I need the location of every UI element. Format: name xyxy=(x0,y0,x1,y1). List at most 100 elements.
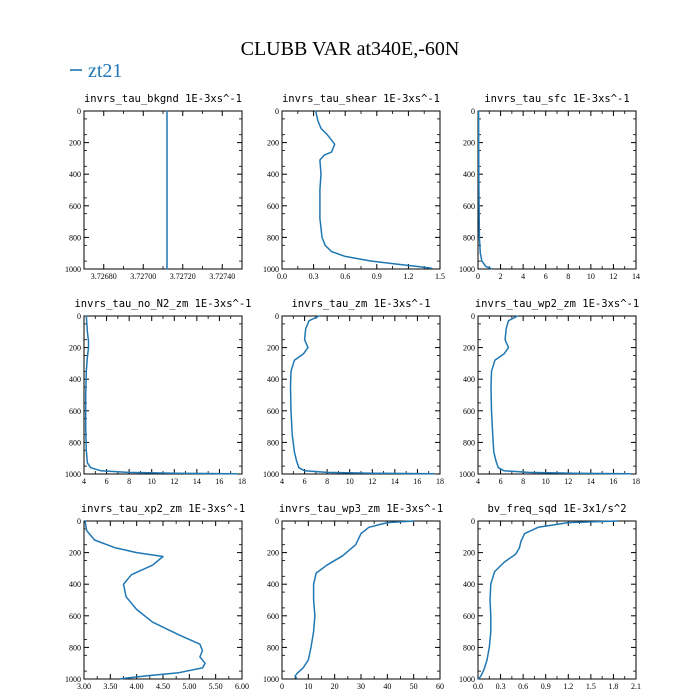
x-tick-label: 8 xyxy=(127,477,131,486)
y-tick-label: 400 xyxy=(463,375,475,384)
x-tick-label: 14 xyxy=(632,272,640,281)
x-tick-label: 14 xyxy=(391,477,399,486)
x-tick-label: 18 xyxy=(632,477,640,486)
x-tick-label: 4 xyxy=(476,477,480,486)
y-tick-label: 200 xyxy=(463,344,475,353)
y-tick-label: 1000 xyxy=(65,265,81,274)
y-tick-label: 0 xyxy=(77,312,81,321)
panel-title: invrs_tau_no_N2_zm 1E-3xs^-1 xyxy=(74,298,251,310)
series-line xyxy=(477,110,493,270)
x-tick-label: 16 xyxy=(215,477,223,486)
y-tick-label: 400 xyxy=(267,375,279,384)
x-tick-label: 1.5 xyxy=(586,682,596,691)
chart-panel: invrs_tau_shear 1E-3xs^-10 200 400 600 800 10… xyxy=(263,93,445,281)
x-tick-label: 0.0 xyxy=(473,682,483,691)
y-tick-label: 200 xyxy=(463,549,475,558)
panel-frame xyxy=(281,520,441,680)
x-tick-label: 60 xyxy=(436,682,444,691)
y-tick-label: 1000 xyxy=(65,470,81,479)
y-tick-label: 0 xyxy=(77,517,81,526)
panel-frame xyxy=(477,520,637,680)
y-tick-label: 600 xyxy=(463,407,475,416)
y-tick-label: 600 xyxy=(463,612,475,621)
series-line xyxy=(490,315,632,475)
x-tick-label: 4.50 xyxy=(156,682,170,691)
x-tick-label: 3.72720 xyxy=(170,272,196,281)
x-tick-label: 20 xyxy=(331,682,339,691)
x-tick-label: 3.72700 xyxy=(130,272,156,281)
chart-panel: invrs_tau_bkgnd 1E-3xs^-10 200 400 600 800 10… xyxy=(65,93,243,281)
y-tick-label: 600 xyxy=(463,202,475,211)
x-tick-label: 2.1 xyxy=(631,682,641,691)
panel-grid: invrs_tau_bkgnd 1E-3xs^-1020040060080010… xyxy=(65,93,641,691)
x-tick-label: 8 xyxy=(566,272,570,281)
x-tick-label: 14 xyxy=(587,477,595,486)
x-tick-label: 18 xyxy=(436,477,444,486)
y-tick-label: 0 xyxy=(471,107,475,116)
y-tick-label: 1000 xyxy=(263,675,279,684)
y-tick-label: 400 xyxy=(69,375,81,384)
x-tick-label: 0.6 xyxy=(340,272,350,281)
y-tick-label: 200 xyxy=(69,344,81,353)
x-tick-label: 6.00 xyxy=(235,682,249,691)
x-tick-label: 2 xyxy=(499,272,503,281)
chart-panel: invrs_tau_xp2_zm 1E-3xs^-10 200 400 600 800 1… xyxy=(65,503,249,691)
legend: zt21 xyxy=(70,60,122,82)
x-tick-label: 8 xyxy=(521,477,525,486)
x-tick-label: 6 xyxy=(105,477,109,486)
x-tick-label: 10 xyxy=(587,272,595,281)
x-tick-label: 6 xyxy=(499,477,503,486)
x-tick-label: 10 xyxy=(148,477,156,486)
y-tick-label: 200 xyxy=(463,139,475,148)
panel-title: invrs_tau_shear 1E-3xs^-1 xyxy=(282,93,440,105)
x-tick-label: 1.5 xyxy=(435,272,445,281)
x-tick-label: 1.2 xyxy=(563,682,573,691)
chart-panel: invrs_tau_wp3_zm 1E-3xs^-102004006008001… xyxy=(263,503,444,691)
x-tick-label: 3.00 xyxy=(77,682,91,691)
chart-panel: bv_freq_sqd 1E-3x1/s^2020040060080010000… xyxy=(459,503,641,691)
y-tick-label: 600 xyxy=(267,202,279,211)
x-tick-label: 40 xyxy=(383,682,391,691)
x-tick-label: 12 xyxy=(609,272,617,281)
y-tick-label: 200 xyxy=(69,139,81,148)
x-tick-label: 4 xyxy=(82,477,86,486)
y-tick-label: 400 xyxy=(463,580,475,589)
x-tick-label: 4 xyxy=(280,477,284,486)
x-tick-label: 3.72740 xyxy=(209,272,235,281)
x-tick-label: 4.00 xyxy=(130,682,144,691)
panel-title: invrs_tau_bkgnd 1E-3xs^-1 xyxy=(84,93,242,105)
x-tick-label: 10 xyxy=(346,477,354,486)
y-tick-label: 1000 xyxy=(263,265,279,274)
y-tick-label: 1000 xyxy=(459,265,475,274)
x-tick-label: 10 xyxy=(542,477,550,486)
y-tick-label: 1000 xyxy=(263,470,279,479)
y-tick-label: 200 xyxy=(267,139,279,148)
chart-panel: invrs_tau_no_N2_zm 1E-3xs^-1 0 200 400 600 80… xyxy=(65,298,252,486)
y-tick-label: 800 xyxy=(463,438,475,447)
x-tick-label: 6 xyxy=(544,272,548,281)
x-tick-label: 0 xyxy=(280,682,284,691)
panel-title: invrs_tau_wp3_zm 1E-3xs^-1 xyxy=(279,503,443,515)
x-tick-label: 0.0 xyxy=(277,272,287,281)
y-tick-label: 0 xyxy=(275,517,279,526)
series-line xyxy=(294,520,415,679)
series-line xyxy=(84,520,206,680)
y-tick-label: 0 xyxy=(275,312,279,321)
x-tick-label: 5.50 xyxy=(209,682,223,691)
page-title: CLUBB VAR at340E,-60N xyxy=(241,38,460,60)
x-tick-label: 18 xyxy=(238,477,246,486)
y-tick-label: 0 xyxy=(471,517,475,526)
y-tick-label: 0 xyxy=(471,312,475,321)
y-tick-label: 1000 xyxy=(459,470,475,479)
y-tick-label: 800 xyxy=(463,643,475,652)
x-tick-label: 14 xyxy=(193,477,201,486)
panel-frame xyxy=(477,315,637,475)
chart-panel: invrs_tau_sfc 1E-3xs^-1 0 200 400 600 800 1000… xyxy=(459,93,640,281)
x-tick-label: 12 xyxy=(170,477,178,486)
chart-panel: invrs_tau_wp2_zm 1E-3xs^-10 200 400 600 800 1… xyxy=(459,298,640,486)
x-tick-label: 0.3 xyxy=(309,272,319,281)
panel-title: invrs_tau_wp2_zm 1E-3xs^-1 xyxy=(475,298,639,310)
x-tick-label: 16 xyxy=(413,477,421,486)
y-tick-label: 600 xyxy=(69,612,81,621)
